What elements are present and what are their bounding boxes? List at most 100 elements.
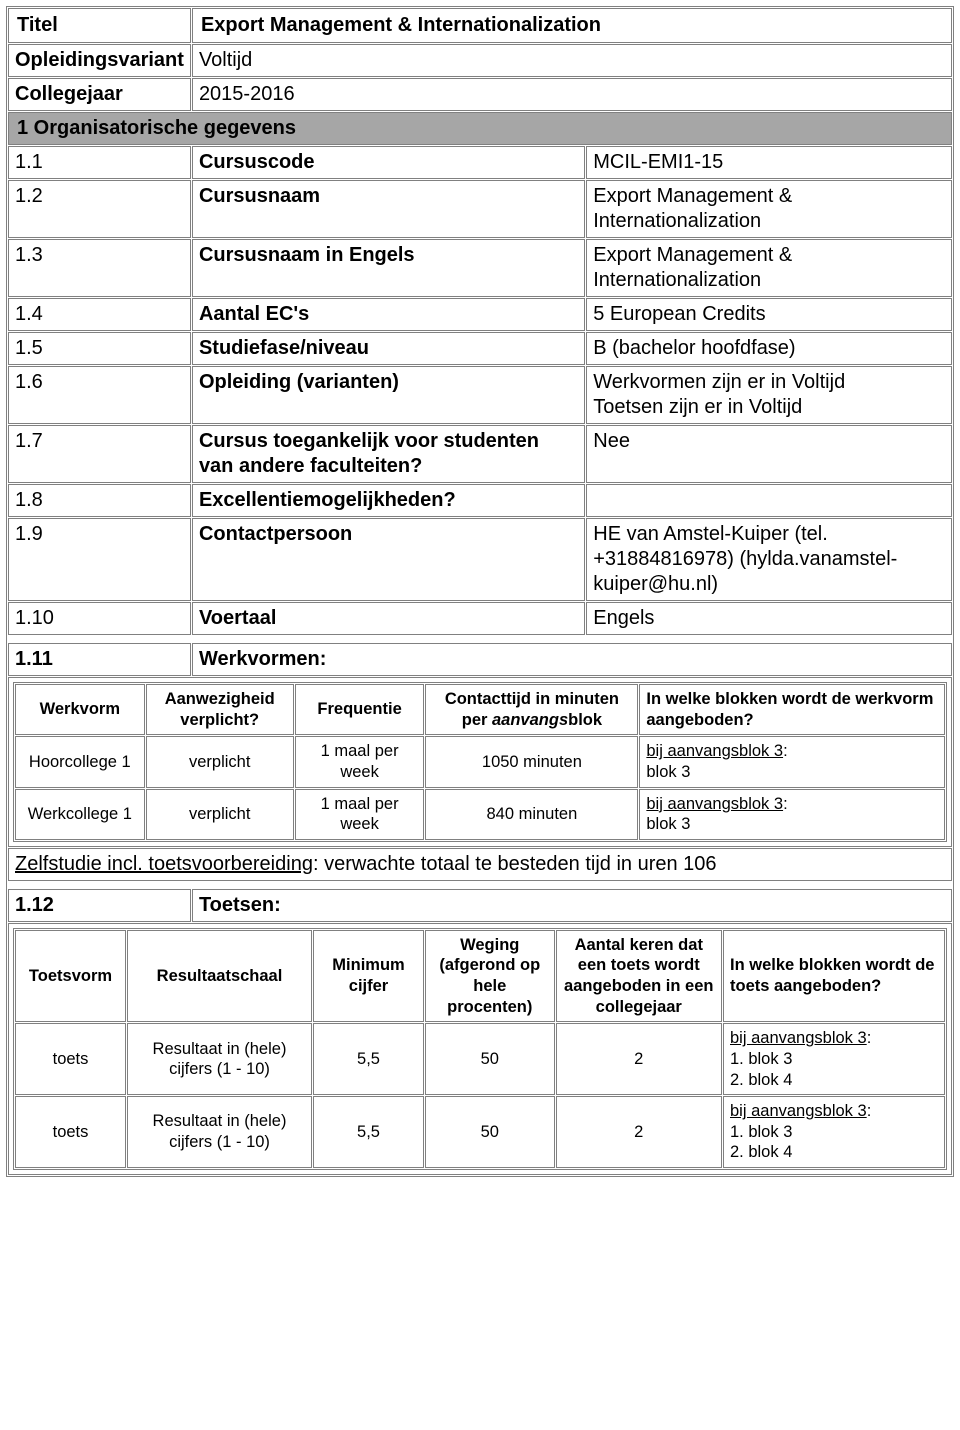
- row-1-3-label: Cursusnaam in Engels: [192, 239, 585, 297]
- tt-h-toetsvorm: Toetsvorm: [15, 930, 126, 1023]
- row-1-10-label: Voertaal: [192, 602, 585, 635]
- toetsen-table: Toetsvorm Resultaatschaal Minimum cijfer…: [13, 928, 947, 1170]
- selfstudy-pre: Zelfstudie incl. toetsvoorbereiding: [15, 853, 313, 875]
- tt-b-c1: Resultaat in (hele) cijfers (1 - 10): [127, 1096, 312, 1168]
- row-1-2-value: Export Management & Internationalization: [586, 180, 952, 238]
- wv-b-c3: 840 minuten: [425, 789, 638, 840]
- row-1-1-value: MCIL-EMI1-15: [586, 146, 952, 179]
- toetsen-num: 1.12: [8, 889, 191, 922]
- wv-a-c2: 1 maal per week: [295, 736, 425, 787]
- collegejaar-value: 2015-2016: [192, 78, 952, 111]
- wv-a-c1: verplicht: [146, 736, 294, 787]
- row-1-6-line1: Werkvormen zijn er in Voltijd: [593, 371, 845, 393]
- tt-h-weging: Weging (afgerond op hele procenten): [425, 930, 555, 1023]
- wv-a-c4a: bij aanvangsblok 3: [646, 742, 783, 760]
- tt-h-minimum: Minimum cijfer: [313, 930, 424, 1023]
- row-1-9-num: 1.9: [8, 518, 191, 601]
- tt-b-c2: 5,5: [313, 1096, 424, 1168]
- wv-a-c0: Hoorcollege 1: [15, 736, 145, 787]
- tt-b-c0: toets: [15, 1096, 126, 1168]
- row-1-5-label: Studiefase/niveau: [192, 332, 585, 365]
- wv-h-werkvorm: Werkvorm: [15, 684, 145, 735]
- row-1-7-label: Cursus toegankelijk voor studenten van a…: [192, 425, 585, 483]
- section-1-title: 1 Organisatorische gegevens: [8, 112, 952, 145]
- row-1-2-label: Cursusnaam: [192, 180, 585, 238]
- wv-h-frequentie: Frequentie: [295, 684, 425, 735]
- collegejaar-label: Collegejaar: [8, 78, 191, 111]
- row-1-4-label: Aantal EC's: [192, 298, 585, 331]
- row-1-4-value: 5 European Credits: [586, 298, 952, 331]
- row-1-5-value: B (bachelor hoofdfase): [586, 332, 952, 365]
- werkvormen-table: Werkvorm Aanwezigheid verplicht? Frequen…: [13, 682, 947, 842]
- tt-b-c3: 50: [425, 1096, 555, 1168]
- wv-b-c0: Werkcollege 1: [15, 789, 145, 840]
- wv-h-contacttijd-ital: aanvangs: [492, 711, 568, 729]
- wv-h-contacttijd-pre: Contacttijd in minuten: [445, 690, 619, 708]
- wv-a-c4: bij aanvangsblok 3: blok 3: [639, 736, 945, 787]
- tt-a-c5b: 1. blok 3: [730, 1050, 792, 1068]
- course-info-table: Titel Export Management & Internationali…: [6, 6, 954, 1177]
- werkvormen-num: 1.11: [8, 643, 191, 676]
- werkvormen-title: Werkvormen:: [192, 643, 952, 676]
- row-1-9-label: Contactpersoon: [192, 518, 585, 601]
- row-1-2-num: 1.2: [8, 180, 191, 238]
- row-1-8-label: Excellentiemogelijkheden?: [192, 484, 585, 517]
- tt-a-c4: 2: [556, 1023, 723, 1095]
- tt-b-c5: bij aanvangsblok 3: 1. blok 3 2. blok 4: [723, 1096, 945, 1168]
- wv-h-contacttijd-post: blok: [568, 711, 602, 729]
- wv-b-c1: verplicht: [146, 789, 294, 840]
- tt-a-c1: Resultaat in (hele) cijfers (1 - 10): [127, 1023, 312, 1095]
- tt-h-blokken: In welke blokken wordt de toets aangebod…: [723, 930, 945, 1023]
- row-1-9-value: HE van Amstel-Kuiper (tel. +31884816978)…: [586, 518, 952, 601]
- tt-b-c5b: 1. blok 3: [730, 1123, 792, 1141]
- row-1-3-num: 1.3: [8, 239, 191, 297]
- row-1-7-num: 1.7: [8, 425, 191, 483]
- tt-b-c5c: 2. blok 4: [730, 1143, 792, 1161]
- tt-h-aantal: Aantal keren dat een toets wordt aangebo…: [556, 930, 723, 1023]
- row-1-8-num: 1.8: [8, 484, 191, 517]
- tt-h-resultaatschaal: Resultaatschaal: [127, 930, 312, 1023]
- opleidingsvariant-value: Voltijd: [192, 44, 952, 77]
- row-1-1-label: Cursuscode: [192, 146, 585, 179]
- tt-a-c5: bij aanvangsblok 3: 1. blok 3 2. blok 4: [723, 1023, 945, 1095]
- opleidingsvariant-label: Opleidingsvariant: [8, 44, 191, 77]
- tt-a-c5c: 2. blok 4: [730, 1071, 792, 1089]
- row-1-6-line2: Toetsen zijn er in Voltijd: [593, 396, 802, 418]
- tt-row-a: toets Resultaat in (hele) cijfers (1 - 1…: [15, 1023, 945, 1095]
- wv-b-c4a: bij aanvangsblok 3: [646, 795, 783, 813]
- wv-b-c4b: blok 3: [646, 815, 690, 833]
- tt-a-c3: 50: [425, 1023, 555, 1095]
- wv-h-aanwezigheid: Aanwezigheid verplicht?: [146, 684, 294, 735]
- wv-a-c4b: blok 3: [646, 763, 690, 781]
- row-1-4-num: 1.4: [8, 298, 191, 331]
- wv-b-c2: 1 maal per week: [295, 789, 425, 840]
- titel-label: Titel: [8, 8, 191, 43]
- wv-row-b: Werkcollege 1 verplicht 1 maal per week …: [15, 789, 945, 840]
- row-1-8-value: [586, 484, 952, 517]
- row-1-7-value: Nee: [586, 425, 952, 483]
- wv-b-c4: bij aanvangsblok 3: blok 3: [639, 789, 945, 840]
- row-1-6-label: Opleiding (varianten): [192, 366, 585, 424]
- selfstudy-post: : verwachte totaal te besteden tijd in u…: [313, 853, 717, 875]
- row-1-5-num: 1.5: [8, 332, 191, 365]
- tt-a-c0: toets: [15, 1023, 126, 1095]
- wv-h-contacttijd-per: per: [462, 711, 492, 729]
- selfstudy-line: Zelfstudie incl. toetsvoorbereiding: ver…: [8, 848, 952, 881]
- tt-a-c5a: bij aanvangsblok 3: [730, 1029, 867, 1047]
- wv-a-c3: 1050 minuten: [425, 736, 638, 787]
- row-1-10-value: Engels: [586, 602, 952, 635]
- tt-a-c2: 5,5: [313, 1023, 424, 1095]
- tt-row-b: toets Resultaat in (hele) cijfers (1 - 1…: [15, 1096, 945, 1168]
- tt-b-c5a: bij aanvangsblok 3: [730, 1102, 867, 1120]
- wv-row-a: Hoorcollege 1 verplicht 1 maal per week …: [15, 736, 945, 787]
- toetsen-title: Toetsen:: [192, 889, 952, 922]
- row-1-6-value: Werkvormen zijn er in Voltijd Toetsen zi…: [586, 366, 952, 424]
- tt-b-c4: 2: [556, 1096, 723, 1168]
- wv-h-contacttijd: Contacttijd in minuten per aanvangsblok: [425, 684, 638, 735]
- wv-h-blokken: In welke blokken wordt de werkvorm aange…: [639, 684, 945, 735]
- row-1-3-value: Export Management & Internationalization: [586, 239, 952, 297]
- row-1-6-num: 1.6: [8, 366, 191, 424]
- row-1-1-num: 1.1: [8, 146, 191, 179]
- row-1-10-num: 1.10: [8, 602, 191, 635]
- titel-value: Export Management & Internationalization: [192, 8, 952, 43]
